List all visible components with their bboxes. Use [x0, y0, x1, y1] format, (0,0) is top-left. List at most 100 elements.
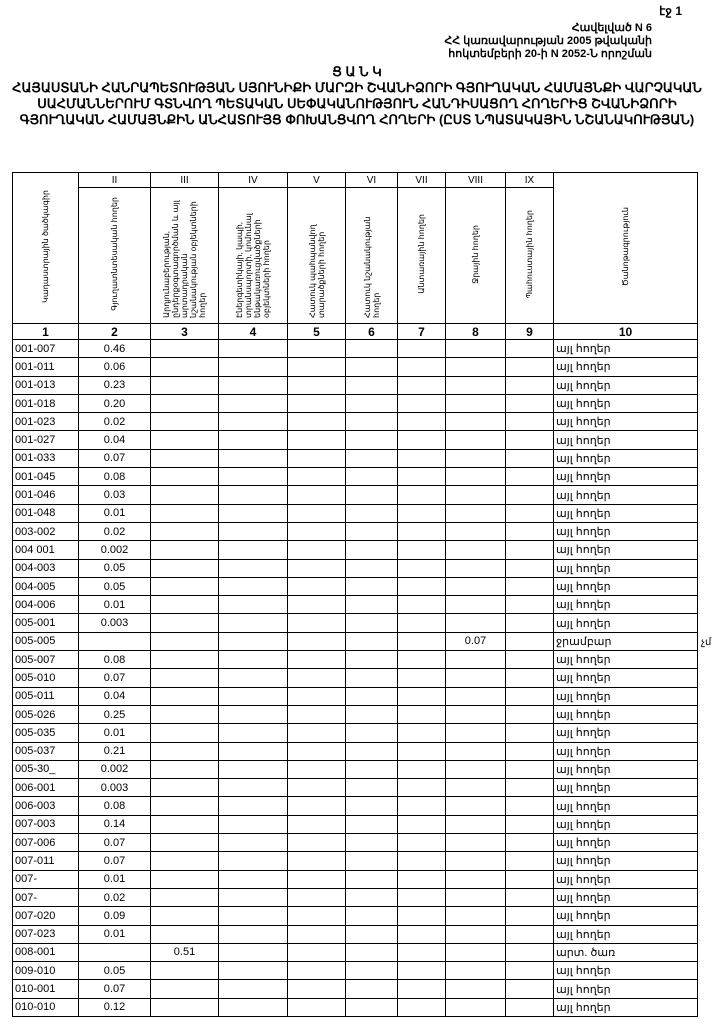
area-cell: 0.02: [78, 412, 151, 432]
area-cell: [505, 979, 554, 999]
area-cell: [445, 723, 506, 743]
area-cell: [287, 357, 346, 377]
area-cell: [345, 851, 398, 871]
area-cell: [218, 540, 288, 560]
area-cell: [445, 650, 506, 670]
area-cell: 0.20: [78, 393, 151, 414]
area-cell: [218, 686, 288, 706]
cadastral-code-cell: 006-001: [12, 778, 79, 798]
area-cell: [218, 833, 288, 853]
column-roman-numeral: III: [150, 172, 219, 188]
area-cell: [397, 942, 446, 963]
area-cell: [345, 467, 398, 487]
area-cell: [397, 833, 446, 853]
column-number: 1: [12, 323, 79, 340]
area-cell: [287, 741, 346, 761]
table-row: 004 001 0.002 այլ հողեր: [12, 540, 698, 560]
column-header: Ջրային հողեր: [445, 187, 506, 324]
area-cell: [150, 814, 219, 835]
area-cell: [218, 778, 288, 798]
note-cell: այլ հողեր: [553, 759, 698, 780]
annex-line: Հավելված N 6: [571, 22, 652, 34]
column-number-row: 1 2 3 4 5 6 7 8 9 10: [12, 323, 698, 340]
area-cell: 0.01: [78, 924, 151, 944]
area-cell: 0.14: [78, 814, 151, 835]
area-cell: [445, 558, 506, 578]
area-cell: [287, 887, 346, 908]
area-cell: [505, 430, 554, 450]
cadastral-code-cell: 001-027: [12, 430, 79, 450]
column-number: 10: [553, 323, 698, 340]
column-header: Գյուղատնտեսական հողեր: [78, 187, 151, 324]
note-cell: ջրամբար: [553, 631, 698, 652]
table-row: 005-005 0.07 ջրամբար: [12, 631, 698, 652]
area-cell: [505, 595, 554, 615]
area-cell: [150, 631, 219, 652]
area-cell: 0.05: [78, 961, 151, 981]
column-header-label: Արդյունաբերության, ընդերքօգտագործման և ա…: [162, 200, 207, 318]
area-cell: [505, 924, 554, 944]
table-row: 003-002 0.02 այլ հողեր: [12, 521, 698, 542]
column-header: Ծանոթագրություն: [553, 172, 698, 324]
area-cell: [445, 338, 506, 359]
column-header-label: Գյուղատնտեսական հողեր: [110, 197, 119, 311]
area-cell: [445, 759, 506, 780]
document-title: Ց Ա Ն Կ ՀԱՅԱՍՏԱՆԻ ՀԱՆՐԱՊԵՏՈՒԹՅԱՆ ՍՅՈՒՆԻՔ…: [0, 64, 714, 128]
area-cell: [345, 704, 398, 725]
cadastral-code-cell: 007-: [12, 887, 79, 908]
area-cell: [218, 412, 288, 432]
area-cell: [445, 430, 506, 450]
table-row: 001-011 0.06 այլ հողեր: [12, 357, 698, 377]
area-cell: [505, 704, 554, 725]
area-cell: [505, 961, 554, 981]
area-cell: [150, 686, 219, 706]
area-cell: [505, 833, 554, 853]
column-header-label: Պահուստային հողեր: [525, 209, 534, 299]
area-cell: [287, 668, 346, 688]
area-cell: 0.01: [78, 723, 151, 743]
area-cell: [218, 759, 288, 780]
note-cell: այլ հողեր: [553, 814, 698, 835]
area-cell: [505, 796, 554, 816]
area-cell: [287, 924, 346, 944]
area-cell: [445, 576, 506, 597]
table-row: 001-013 0.23 այլ հողեր: [12, 375, 698, 395]
area-cell: [505, 869, 554, 889]
cadastral-code-cell: 010-001: [12, 979, 79, 999]
area-cell: [345, 741, 398, 761]
area-cell: [397, 887, 446, 908]
table-row: 005-035 0.01 այլ հողեր: [12, 723, 698, 743]
area-cell: [445, 521, 506, 542]
column-header: Պահուստային հողեր: [505, 187, 554, 324]
column-roman-numeral: IX: [505, 172, 554, 188]
area-cell: [345, 338, 398, 359]
area-cell: [397, 576, 446, 597]
area-cell: [445, 686, 506, 706]
area-cell: [287, 467, 346, 487]
area-cell: [287, 778, 346, 798]
area-cell: [505, 521, 554, 542]
area-cell: [397, 412, 446, 432]
area-cell: [445, 887, 506, 908]
area-cell: [150, 521, 219, 542]
column-number: 2: [78, 323, 151, 340]
area-cell: [445, 467, 506, 487]
note-cell: այլ հողեր: [553, 961, 698, 981]
table-row: 005-007 0.08 այլ հողեր: [12, 650, 698, 670]
area-cell: [505, 906, 554, 926]
area-cell: [397, 357, 446, 377]
table-row: 010-010 0.12 այլ հողեր: [12, 997, 698, 1017]
area-cell: [150, 540, 219, 560]
area-cell: [345, 668, 398, 688]
column-header: Կադաստրային ծածկագիր: [12, 172, 79, 324]
column-header: Անտառային հողեր: [397, 187, 446, 324]
note-cell: արտ. ծառ: [553, 942, 698, 963]
table-row: 007-003 0.14 այլ հողեր: [12, 814, 698, 835]
area-cell: 0.002: [78, 759, 151, 780]
area-cell: [505, 393, 554, 414]
table-row: 001-027 0.04 այլ հողեր: [12, 430, 698, 450]
cadastral-code-cell: 004-006: [12, 595, 79, 615]
area-cell: 0.002: [78, 540, 151, 560]
note-cell: այլ հողեր: [553, 393, 698, 414]
table-row: 005-037 0.21 այլ հողեր: [12, 741, 698, 761]
